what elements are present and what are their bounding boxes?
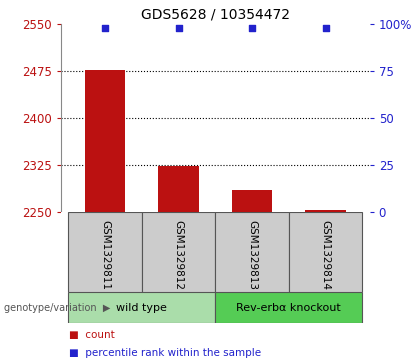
Text: Rev-erbα knockout: Rev-erbα knockout (236, 303, 341, 313)
FancyBboxPatch shape (289, 212, 362, 292)
Bar (305, 210, 346, 212)
Text: GSM1329811: GSM1329811 (100, 220, 110, 290)
Point (249, 25, 255, 31)
Point (102, 25, 108, 31)
Bar (158, 166, 199, 212)
FancyBboxPatch shape (68, 212, 142, 292)
Bar (215, 292, 362, 323)
Text: ■  percentile rank within the sample: ■ percentile rank within the sample (69, 348, 261, 358)
Bar (85, 70, 125, 212)
Text: GSM1329814: GSM1329814 (320, 220, 331, 290)
Text: GSM1329812: GSM1329812 (173, 220, 184, 290)
Point (322, 25, 329, 31)
Text: GSM1329813: GSM1329813 (247, 220, 257, 290)
Text: genotype/variation  ▶: genotype/variation ▶ (4, 303, 110, 313)
FancyBboxPatch shape (142, 212, 215, 292)
FancyBboxPatch shape (215, 212, 289, 292)
Point (175, 25, 182, 31)
Title: GDS5628 / 10354472: GDS5628 / 10354472 (141, 7, 290, 21)
Bar (68, 292, 215, 323)
Text: wild type: wild type (116, 303, 167, 313)
Bar (232, 190, 272, 212)
Text: ■  count: ■ count (69, 330, 115, 340)
